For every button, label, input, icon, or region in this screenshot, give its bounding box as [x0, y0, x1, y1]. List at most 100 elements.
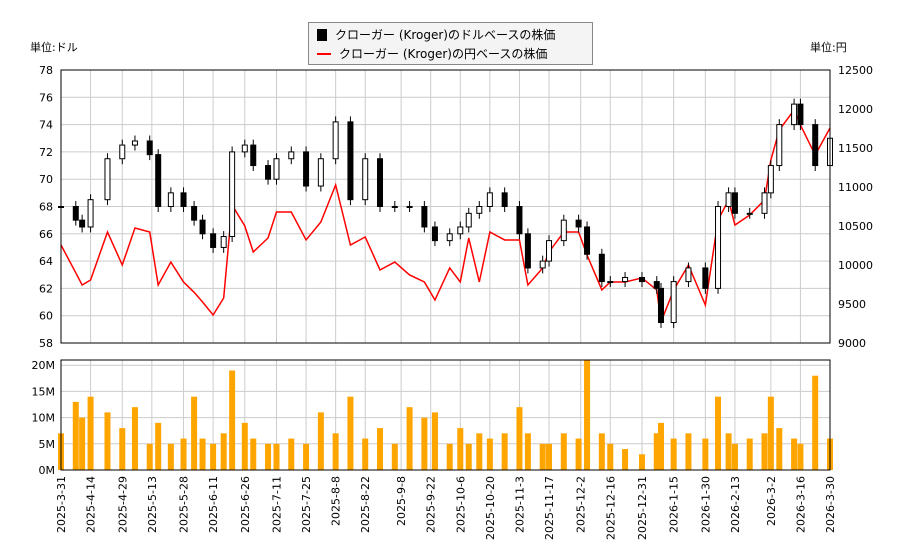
- volume-bar: [539, 443, 546, 470]
- price-plot-frame: [60, 69, 831, 344]
- candle-body: [317, 158, 324, 187]
- volume-bar: [516, 407, 523, 470]
- y-left-tick-label: 68: [39, 201, 53, 214]
- volume-bar: [715, 396, 722, 470]
- candle-body: [79, 219, 86, 228]
- volume-tick-label: 15M: [32, 385, 56, 398]
- volume-bar: [702, 438, 709, 470]
- candle-body: [731, 192, 738, 214]
- y-left-tick-label: 74: [39, 119, 53, 132]
- x-tick-label: 2025-10-6: [454, 476, 467, 533]
- volume-bar: [546, 443, 553, 470]
- volume-bar: [486, 438, 493, 470]
- x-tick-label: 2025-7-25: [300, 476, 313, 533]
- volume-bar: [465, 443, 472, 470]
- volume-bar: [199, 438, 206, 470]
- candle-body: [797, 103, 804, 126]
- candle-body: [210, 233, 217, 248]
- x-tick-label: 2025-8-22: [359, 476, 372, 533]
- y-right-tick-label: 12000: [838, 103, 873, 116]
- x-tick-label: 2025-11-3: [513, 476, 526, 533]
- volume-tick-label: 0M: [39, 464, 56, 477]
- volume-bar: [241, 422, 248, 470]
- y-left-tick-label: 62: [39, 282, 53, 295]
- candle-body: [715, 206, 722, 289]
- volume-plot-frame: [60, 359, 831, 471]
- candle-body: [725, 192, 732, 208]
- volume-bar: [622, 449, 629, 470]
- candle-body: [191, 206, 198, 221]
- volume-bar: [210, 443, 217, 470]
- candle-body: [229, 151, 236, 238]
- volume-bar: [347, 396, 354, 470]
- candle-body: [167, 192, 174, 208]
- volume-bar: [104, 412, 111, 470]
- volume-bar: [685, 433, 692, 470]
- volume-tick-label: 20M: [32, 359, 56, 372]
- x-tick-label: 2025-6-11: [207, 476, 220, 533]
- volume-bar: [598, 433, 605, 470]
- candle-body: [180, 192, 187, 208]
- legend: クローガー (Kroger)のドルベースの株価 クローガー (Kroger)の円…: [308, 22, 593, 65]
- candle-body: [584, 226, 591, 255]
- x-tick-label: 2026-1-30: [699, 476, 712, 533]
- candle-body: [155, 154, 162, 208]
- candle-body: [653, 281, 660, 289]
- candle-body: [250, 144, 257, 167]
- volume-bar: [362, 438, 369, 470]
- volume-bar: [584, 360, 591, 470]
- volume-bar: [155, 422, 162, 470]
- candle-body: [767, 165, 774, 194]
- y-left-tick-label: 70: [39, 173, 53, 186]
- candle-body: [560, 219, 567, 242]
- candle-body: [104, 158, 111, 201]
- volume-bar: [273, 443, 280, 470]
- volume-tick-label: 10M: [32, 412, 56, 425]
- left-unit-label: 単位:ドル: [30, 41, 78, 54]
- volume-bar: [317, 412, 324, 470]
- volume-bar: [229, 370, 236, 470]
- volume-bar: [79, 417, 86, 470]
- candle-body: [421, 206, 428, 228]
- y-left-tick-label: 66: [39, 228, 53, 241]
- candle-body: [638, 276, 645, 283]
- candle-body: [501, 192, 508, 208]
- volume-bar: [476, 433, 483, 470]
- x-tick-label: 2025-9-22: [425, 476, 438, 533]
- candle-body: [87, 199, 94, 228]
- volume-bar: [250, 438, 257, 470]
- candle-body: [288, 151, 295, 160]
- candle-body: [539, 260, 546, 269]
- volume-bar: [638, 454, 645, 470]
- y-left-tick-label: 76: [39, 91, 53, 104]
- volume-bar: [303, 443, 310, 470]
- candle-body: [199, 219, 206, 235]
- candle-body: [516, 206, 523, 235]
- legend-item-jpy: クローガー (Kroger)の円ベースの株価: [317, 45, 547, 62]
- x-tick-label: 2025-10-20: [484, 476, 497, 540]
- candle-body: [146, 140, 153, 156]
- candle-body: [303, 151, 310, 187]
- candle-body: [241, 144, 248, 153]
- volume-bar: [560, 433, 567, 470]
- volume-bar: [421, 417, 428, 470]
- volume-bar: [797, 443, 804, 470]
- x-tick-label: 2025-9-8: [395, 476, 408, 526]
- x-tick-label: 2025-8-8: [330, 476, 343, 526]
- volume-bar: [812, 375, 819, 470]
- red-line-icon: [317, 52, 331, 55]
- volume-bar: [607, 443, 614, 470]
- candle-body: [575, 219, 582, 228]
- candle-body: [119, 144, 126, 160]
- legend-item-usd: クローガー (Kroger)のドルベースの株価: [317, 26, 555, 43]
- x-tick-label: 2025-4-29: [116, 476, 129, 533]
- volume-bar: [524, 433, 531, 470]
- y-left-tick-label: 64: [39, 255, 53, 268]
- volume-bar: [501, 433, 508, 470]
- volume-tick-label: 5M: [39, 438, 56, 451]
- y-right-tick-label: 9000: [838, 337, 866, 350]
- volume-bar: [180, 438, 187, 470]
- x-tick-label: 2026-3-16: [794, 476, 807, 533]
- volume-bar: [457, 428, 464, 470]
